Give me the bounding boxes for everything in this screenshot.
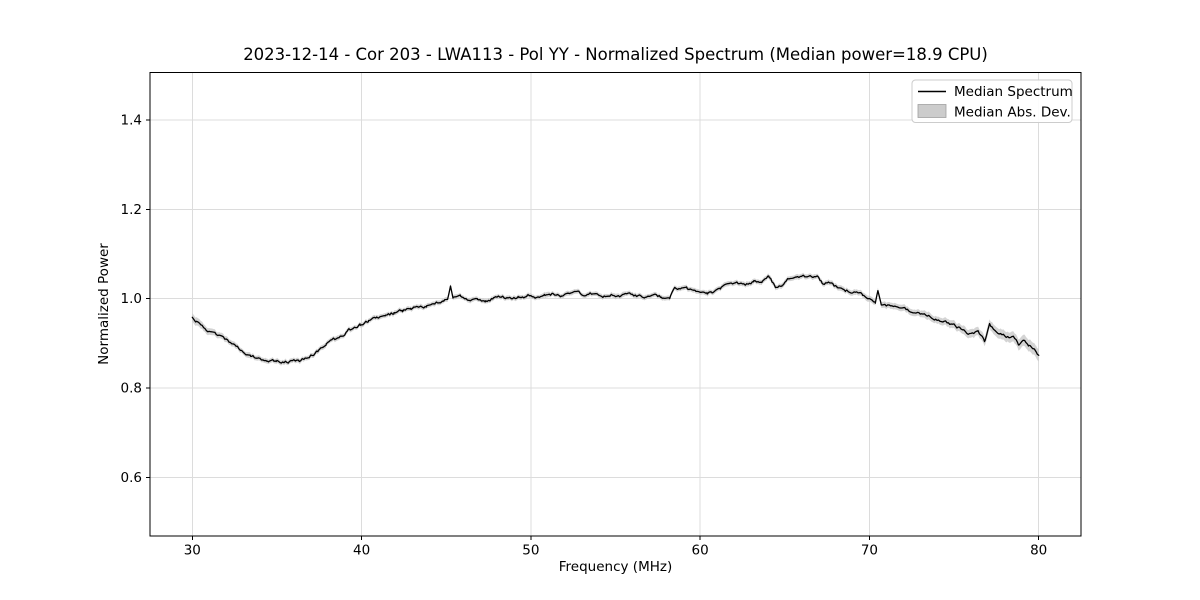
y-tick-label: 1.2 (121, 202, 142, 218)
y-tick-label: 1.4 (121, 113, 142, 129)
plot-area (150, 72, 1081, 536)
legend-box (911, 79, 1073, 123)
x-tick-label: 30 (184, 543, 201, 559)
tick-layer: 30 40 50 60 70 80 0.6 0.8 1.0 1.2 1.4 (121, 113, 1048, 559)
x-axis-label: Frequency (MHz) (559, 559, 672, 575)
legend-patch-sample (917, 104, 947, 118)
y-tick-label: 0.6 (121, 470, 142, 486)
axes-border (149, 72, 1082, 537)
x-tick-label: 60 (692, 543, 709, 559)
x-tick-label: 70 (861, 543, 878, 559)
y-axis-label: Normalized Power (96, 243, 112, 365)
y-tick-label: 0.8 (121, 380, 142, 396)
chart-title: 2023-12-14 - Cor 203 - LWA113 - Pol YY -… (243, 45, 988, 64)
median-spectrum-line (191, 274, 1040, 364)
y-tick-label: 1.0 (121, 291, 142, 307)
legend: Median Spectrum Median Abs. Dev. (911, 79, 1073, 123)
legend-label-median-spectrum: Median Spectrum (954, 84, 1073, 100)
median-spectrum-path (191, 274, 1040, 364)
x-tick-label: 50 (522, 543, 539, 559)
legend-label-median-abs-dev: Median Abs. Dev. (954, 105, 1071, 121)
x-tick-label: 40 (353, 543, 370, 559)
x-tick-label: 80 (1030, 543, 1047, 559)
